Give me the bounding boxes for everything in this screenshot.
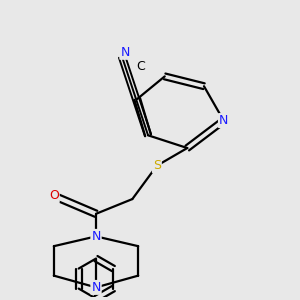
- Text: N: N: [120, 46, 130, 59]
- Text: O: O: [49, 189, 59, 202]
- Text: C: C: [136, 60, 145, 73]
- Text: N: N: [91, 230, 101, 243]
- Text: S: S: [153, 159, 161, 172]
- Text: N: N: [91, 281, 101, 294]
- Text: N: N: [219, 114, 228, 127]
